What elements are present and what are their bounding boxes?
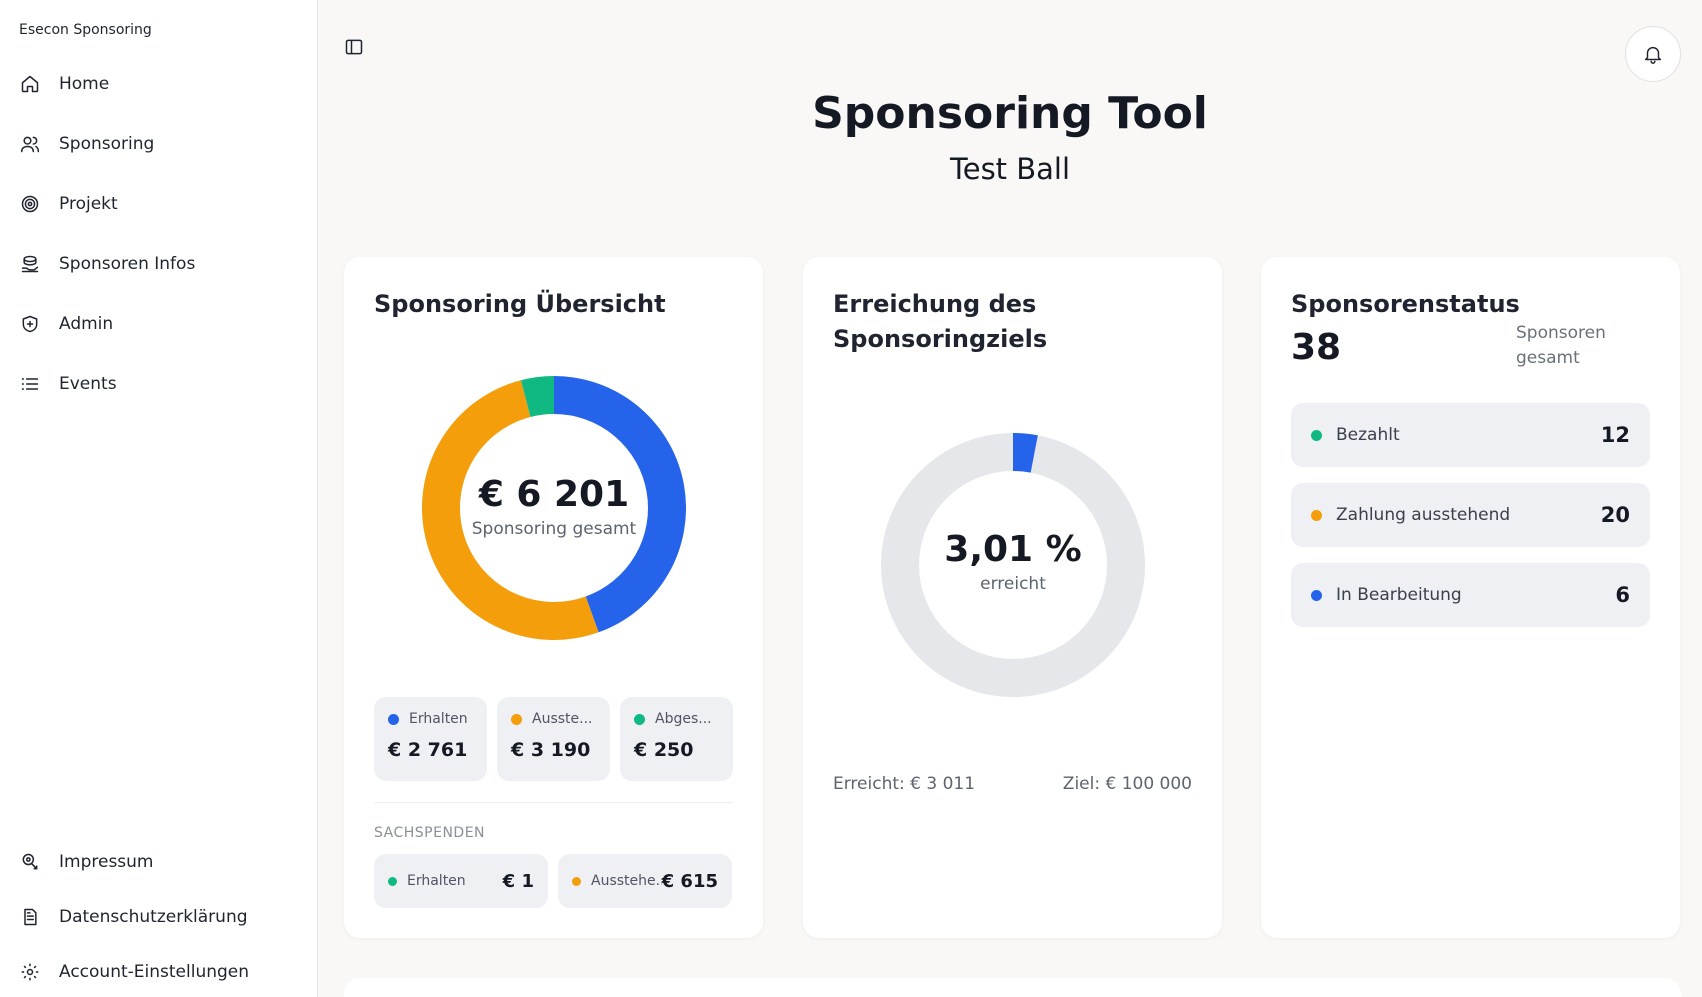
sponsor-total-label: Sponsoren gesamt [1516,323,1606,368]
sachspende-value: € 615 [661,870,718,892]
page-title: Sponsoring Tool [812,88,1208,139]
sidebar-item-label: Events [59,374,117,394]
sachspenden-heading: SACHSPENDEN [374,825,486,841]
sachspende-label: Ausstehe... [591,873,662,889]
brand-name: Esecon Sponsoring [19,22,152,38]
card-title: Sponsoring Übersicht [374,290,666,318]
sidebar-item-sponsoren-infos[interactable]: Sponsoren Infos [0,234,318,294]
goal-percent-value: 3,01 % [944,529,1082,570]
sponsor-total-value: 38 [1291,327,1342,368]
hand-coins-icon [19,253,41,275]
status-dot [388,713,399,725]
goal-percent-label: erreicht [980,574,1046,594]
sidebar-item-datenschutz[interactable]: Datenschutzerklärung [0,889,318,944]
page-subtitle: Test Ball [949,152,1071,186]
sidebar-item-label: Sponsoring [59,134,155,154]
sachspende-erhalten: Erhalten € 1 [374,854,548,908]
sidebar-nav: Home Sponsoring Projekt Sponsoren Infos … [0,54,318,414]
stat-label: Ausste... [532,711,593,727]
status-dot [388,876,397,886]
home-icon [19,73,41,95]
goal-reached: Erreicht: € 3 011 [833,774,976,794]
stat-ausstehend: Ausste... € 3 190 [497,697,610,781]
stat-abgeschlossen: Abges... € 250 [620,697,733,781]
notifications-button[interactable] [1625,26,1681,82]
status-dot [511,713,522,725]
sidebar-item-label: Home [59,74,110,94]
shield-icon [19,313,41,335]
status-dot [1311,589,1322,601]
sidebar-item-label: Sponsoren Infos [59,254,196,274]
goal-card: Erreichung des Sponsoringziels 3,01 % er… [803,257,1222,938]
divider [374,802,733,803]
list-icon [19,373,41,395]
status-row-zahlung-ausstehend[interactable]: Zahlung ausstehend 20 [1291,483,1650,547]
status-dot [1311,509,1322,521]
sidebar-item-label: Admin [59,314,114,334]
target-icon [19,193,41,215]
goal-donut-center: 3,01 % erreicht [913,529,1113,594]
sidebar-toggle-icon [345,39,363,55]
donut-segment-2 [520,376,555,418]
sidebar-item-label: Account-Einstellungen [59,961,250,982]
sidebar-item-label: Impressum [59,851,154,872]
info-badge-icon [19,851,41,873]
status-value: 20 [1600,503,1630,527]
status-value: 12 [1600,423,1630,447]
sidebar: Esecon Sponsoring Home Sponsoring Projek… [0,0,318,997]
stat-value: € 2 761 [388,739,468,761]
sidebar-item-admin[interactable]: Admin [0,294,318,354]
overview-total-label: Sponsoring gesamt [471,519,637,539]
status-label: In Bearbeitung [1336,585,1462,605]
users-icon [19,133,41,155]
goal-target: Ziel: € 100 000 [1062,774,1192,794]
stat-value: € 3 190 [511,739,591,761]
stat-value: € 250 [634,739,694,761]
stat-erhalten: Erhalten € 2 761 [374,697,487,781]
sidebar-item-events[interactable]: Events [0,354,318,414]
bottom-card [344,978,1681,997]
sidebar-toggle-button[interactable] [343,36,365,58]
goal-donut-chart [881,433,1145,697]
status-row-in-bearbeitung[interactable]: In Bearbeitung 6 [1291,563,1650,627]
sidebar-item-account-settings[interactable]: Account-Einstellungen [0,944,318,997]
sidebar-item-label: Datenschutzerklärung [59,906,248,927]
goal-progress-arc [1012,433,1038,473]
card-title-line: Sponsoringziels [833,325,1048,353]
status-label: Zahlung ausstehend [1336,505,1511,525]
bell-icon [1644,46,1662,64]
sidebar-item-impressum[interactable]: Impressum [0,834,318,889]
sidebar-item-home[interactable]: Home [0,54,318,114]
overview-donut-chart [422,376,686,640]
donut-segment-0 [553,376,686,633]
donut-segment-1 [422,380,599,640]
card-title: Erreichung des Sponsoringziels [833,287,1047,357]
sidebar-bottom-nav: Impressum Datenschutzerklärung Account-E… [0,834,318,997]
status-label: Bezahlt [1336,425,1400,445]
overview-total-value: € 6 201 [478,474,630,515]
sachspende-label: Erhalten [407,873,466,889]
status-dot [572,876,581,886]
sidebar-item-projekt[interactable]: Projekt [0,174,318,234]
status-dot [634,713,645,725]
status-value: 6 [1615,583,1630,607]
sachspende-value: € 1 [502,870,534,892]
sachspende-ausstehend: Ausstehe... € 615 [558,854,732,908]
sponsoring-overview-card: Sponsoring Übersicht € 6 201 Sponsoring … [344,257,763,938]
card-title-line: Erreichung des [833,290,1037,318]
sponsor-status-card: Sponsorenstatus 38 Sponsoren gesamt Beza… [1261,257,1680,938]
overview-donut-center: € 6 201 Sponsoring gesamt [454,474,654,539]
status-row-bezahlt[interactable]: Bezahlt 12 [1291,403,1650,467]
sidebar-item-sponsoring[interactable]: Sponsoring [0,114,318,174]
stat-label: Erhalten [409,711,468,727]
status-dot [1311,429,1322,441]
sidebar-item-label: Projekt [59,194,118,214]
document-icon [19,906,41,928]
stat-label: Abges... [655,711,712,727]
gear-icon [19,961,41,983]
card-title: Sponsorenstatus [1291,290,1520,318]
